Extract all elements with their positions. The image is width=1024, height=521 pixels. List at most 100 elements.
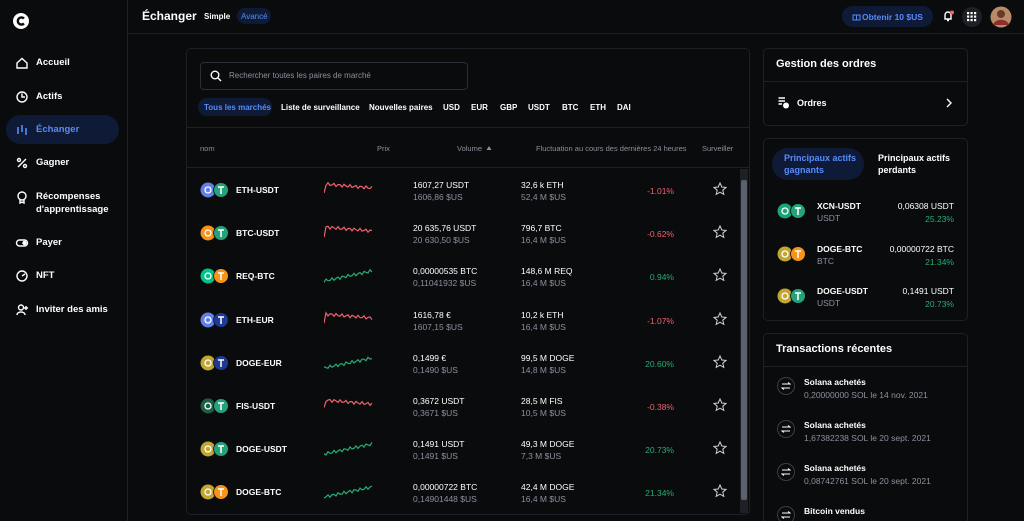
nav-item[interactable]: Gagner <box>36 157 70 168</box>
nav-item[interactable]: Accueil <box>36 57 70 68</box>
coin-icon <box>200 268 216 284</box>
promo-button[interactable] <box>842 6 933 27</box>
change: 0.94% <box>649 272 674 283</box>
tx-icon-bg <box>777 420 795 438</box>
nav-item[interactable]: Récompenses d'apprentissage <box>36 191 109 215</box>
nav-icon <box>17 125 27 135</box>
bell-icon[interactable] <box>942 10 954 22</box>
pair-name[interactable]: FIS-USDT <box>236 401 276 411</box>
pair-name[interactable]: BTC-USDT <box>236 228 280 239</box>
price: 20 635,76 USDT <box>413 223 477 234</box>
tx-title[interactable]: Solana achetés <box>804 377 866 387</box>
pair-name[interactable]: REQ-BTC <box>236 271 275 282</box>
filter-tab[interactable]: Nouvelles paires <box>369 103 433 112</box>
filter-tab[interactable]: EUR <box>471 103 488 112</box>
filter-tab[interactable]: Tous les marchés <box>204 103 271 112</box>
nav-icon <box>16 57 28 69</box>
price-usd: 1606,86 $US <box>413 192 463 202</box>
avatar[interactable] <box>990 6 1012 28</box>
pair-name[interactable]: ETH-USDT <box>236 185 279 195</box>
mover-quote: USDT <box>817 213 841 223</box>
volume-usd: 52,4 M $US <box>521 192 566 202</box>
orders-panel <box>763 48 968 126</box>
mover-pair[interactable]: DOGE-BTC <box>817 243 863 254</box>
volume: 796,7 BTC <box>521 223 562 234</box>
promo-label[interactable]: Obtenir 10 $US <box>862 12 923 22</box>
nav-item[interactable]: Payer <box>36 237 62 248</box>
chevron[interactable] <box>945 98 953 108</box>
watch-star[interactable] <box>713 484 727 498</box>
nav-item[interactable]: Échanger <box>36 124 80 135</box>
mode-advanced[interactable]: Avancé <box>241 12 268 21</box>
column-header[interactable]: Volume <box>457 144 483 153</box>
orders-link[interactable]: Ordres <box>797 98 827 108</box>
tx-title[interactable]: Solana achetés <box>804 463 866 473</box>
pair-name[interactable]: DOGE-USDT <box>236 444 287 455</box>
mover-tab[interactable]: Principaux actifs perdants <box>878 153 951 175</box>
coin-icon <box>790 288 806 304</box>
price: 0,1491 USDT <box>413 439 465 450</box>
change: 20.73% <box>645 445 674 456</box>
mover-pair[interactable]: XCN-USDT <box>817 201 861 211</box>
price-usd: 0,14901448 $US <box>413 494 477 505</box>
watch-star[interactable] <box>713 398 727 412</box>
pair-name[interactable]: ETH-EUR <box>236 314 274 325</box>
watch-star[interactable] <box>713 311 727 326</box>
filter-tab[interactable]: Liste de surveillance <box>281 103 360 112</box>
filter-tab[interactable]: DAI <box>617 103 631 112</box>
coin-icon <box>213 225 229 241</box>
page-title: Échanger <box>142 9 197 23</box>
watch-star[interactable] <box>713 225 727 239</box>
mover-change: 25.23% <box>925 214 954 224</box>
watch-star[interactable] <box>713 268 727 282</box>
sparkline <box>324 485 373 499</box>
nav-icon <box>16 157 28 169</box>
coin-icon <box>213 441 229 457</box>
mode-simple[interactable]: Simple <box>204 12 231 21</box>
sparkline <box>324 398 373 408</box>
watch-star[interactable] <box>713 354 727 369</box>
coin-icon <box>777 203 793 219</box>
mover-price: 0,00000722 BTC <box>889 243 954 254</box>
pair-name[interactable]: DOGE-BTC <box>236 487 282 498</box>
price-usd: 0,3671 $US <box>413 408 458 418</box>
nav-item[interactable]: Actifs <box>36 91 63 102</box>
filter-tab[interactable]: USD <box>443 103 460 112</box>
coin-icon <box>213 268 229 285</box>
tx-title[interactable]: Bitcoin vendus <box>804 506 865 516</box>
column-header: nom <box>200 144 215 153</box>
coin-icon <box>200 225 216 241</box>
change: -1.07% <box>647 315 674 326</box>
search-box[interactable] <box>200 62 468 90</box>
filter-tab[interactable]: BTC <box>562 103 579 112</box>
mover-tab[interactable]: Principaux actifs gagnants <box>784 153 857 175</box>
volume: 148,6 M REQ <box>521 266 573 277</box>
divider <box>187 167 749 168</box>
tx-icon <box>781 468 791 476</box>
filter-tab[interactable]: ETH <box>590 103 606 112</box>
mover-pair[interactable]: DOGE-USDT <box>817 286 868 296</box>
volume-usd: 14,8 M $US <box>521 364 566 375</box>
nav-item[interactable]: Inviter des amis <box>36 304 108 315</box>
pair-name[interactable]: DOGE-EUR <box>236 357 282 368</box>
mover-change: 20.73% <box>925 299 954 309</box>
sort-arrow <box>486 146 492 150</box>
filter-active-bg <box>198 98 272 116</box>
column-header: Surveiller <box>702 144 734 153</box>
nav-item[interactable]: NFT <box>36 270 55 281</box>
watch-star[interactable] <box>713 441 727 455</box>
coin-icon <box>213 354 229 371</box>
header <box>128 0 1024 34</box>
watch-star[interactable] <box>713 182 727 196</box>
sparkline <box>324 181 373 194</box>
coin-icon <box>213 484 229 501</box>
market-panel <box>186 48 750 515</box>
panel-title: Gestion des ordres <box>776 58 877 70</box>
tx-title[interactable]: Solana achetés <box>804 420 866 430</box>
filter-tab[interactable]: USDT <box>528 103 550 112</box>
price: 0,3672 USDT <box>413 396 465 406</box>
nav-icon <box>16 270 28 282</box>
price-usd: 1607,15 $US <box>413 321 463 332</box>
orders-icon <box>778 97 789 109</box>
filter-tab[interactable]: GBP <box>500 103 518 112</box>
